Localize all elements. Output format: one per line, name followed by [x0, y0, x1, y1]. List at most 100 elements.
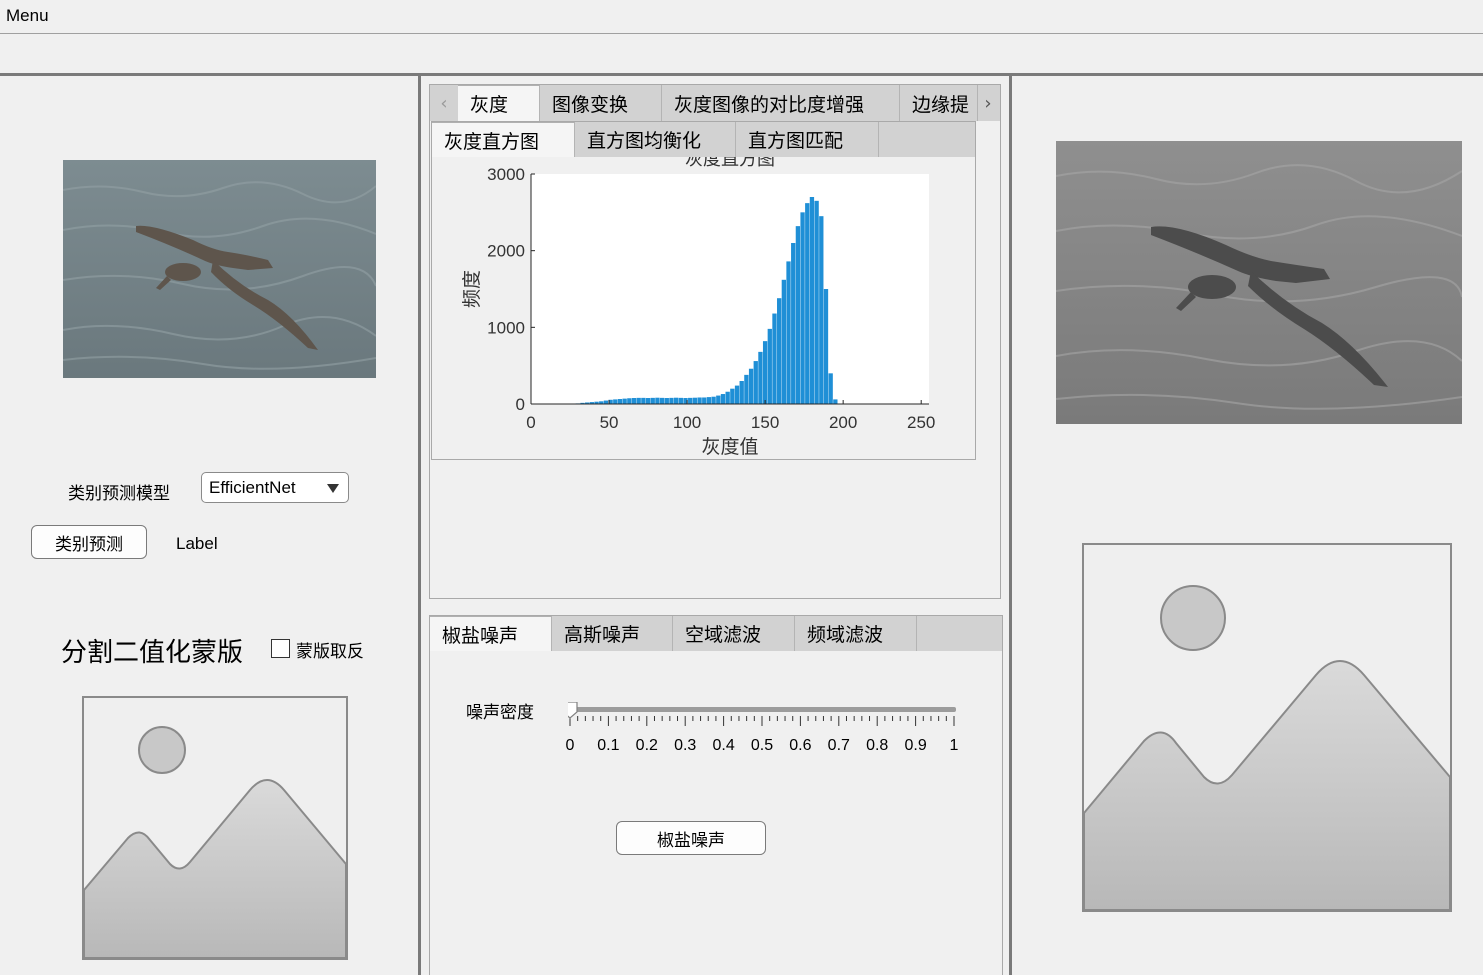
model-select-value: EfficientNet [209, 478, 296, 497]
tab-gray-histogram[interactable]: 灰度直方图 [432, 122, 575, 157]
slider-tick-label: 0.7 [827, 737, 850, 754]
histogram-bar [772, 313, 777, 404]
invert-mask-label: 蒙版取反 [296, 642, 364, 662]
tab-gray[interactable]: 灰度 [458, 85, 540, 121]
histogram-bar [809, 197, 815, 404]
sub-tabstrip: 灰度直方图 直方图均衡化 直方图匹配 [432, 122, 975, 157]
histogram-bar [706, 397, 712, 404]
tab-edge-detect[interactable]: 边缘提 [900, 85, 978, 121]
menu-item[interactable]: Menu [6, 6, 49, 25]
histogram-bar [758, 351, 763, 404]
model-select[interactable]: EfficientNet [201, 472, 349, 503]
slider-tick-label: 0.5 [750, 737, 774, 754]
histogram-bar [659, 397, 665, 404]
tab-contrast-enhance[interactable]: 灰度图像的对比度增强 [662, 85, 900, 121]
noise-density-slider[interactable]: 0 0.1 0.2 0.3 0.4 0.5 0.6 0.7 0.8 0.9 1 [566, 702, 959, 754]
histogram-bar [613, 399, 618, 404]
histogram-bar [650, 397, 655, 404]
tab-edge-detect-label: 边缘提 [912, 93, 970, 116]
x-tick-label: 0 [526, 413, 535, 432]
left-divider [418, 76, 421, 975]
tab-histogram-match[interactable]: 直方图匹配 [736, 122, 879, 157]
histogram-bar [716, 395, 721, 404]
histogram-bar [622, 398, 627, 404]
slider-tick-label: 0.1 [597, 737, 620, 754]
histogram-bar [688, 397, 693, 404]
histogram-bar [823, 289, 829, 404]
model-label: 类别预测模型 [68, 484, 170, 504]
histogram-bar [603, 400, 609, 404]
histogram-bar [702, 397, 707, 404]
histogram-bar [580, 402, 585, 404]
histogram-bar [678, 397, 683, 404]
histogram-bar [655, 397, 660, 404]
tab-salt-pepper[interactable]: 椒盐噪声 [430, 616, 552, 651]
histogram-panel: 灰度直方图 直方图均衡化 直方图匹配 0 50 100 150 200 250 0 1000 2… [431, 121, 976, 460]
histogram-bar [786, 261, 791, 404]
tab-spatial-filter-label: 空域滤波 [685, 624, 762, 646]
tab-frequency-filter[interactable]: 频域滤波 [795, 616, 917, 651]
histogram-bar [720, 394, 726, 404]
y-tick-label: 2000 [487, 242, 525, 261]
tab-spatial-filter[interactable]: 空域滤波 [673, 616, 795, 651]
triangle-down-icon [327, 484, 339, 493]
histogram-bar [585, 402, 590, 404]
histogram-bar [748, 368, 754, 404]
histogram-bar [599, 401, 604, 404]
slider-tick-label: 0.4 [712, 737, 735, 754]
histogram-bar [631, 398, 637, 404]
histogram-bar [833, 399, 838, 404]
histogram-chart: 0 50 100 150 200 250 0 1000 2000 3000 灰度直方图 灰度值 频… [461, 157, 935, 458]
slider-tick-label: 0.8 [866, 737, 889, 754]
tab-histogram-equalize-label: 直方图均衡化 [587, 130, 702, 152]
mask-title: 分割二值化蒙版 [61, 638, 244, 668]
y-axis-label: 频度 [461, 270, 483, 308]
noise-tabstrip: 椒盐噪声 高斯噪声 空域滤波 频域滤波 [430, 616, 1002, 651]
right-divider [1009, 76, 1012, 975]
x-tick-label: 150 [751, 413, 779, 432]
top-divider [0, 73, 1483, 76]
top-tabstrip: ‹ 灰度 图像变换 灰度图像的对比度增强 边缘提 › [430, 85, 1000, 121]
tab-gaussian-noise[interactable]: 高斯噪声 [552, 616, 673, 651]
histogram-bar [795, 226, 801, 404]
image-placeholder-icon [82, 696, 348, 960]
histogram-bar [767, 328, 772, 404]
y-tick-label: 1000 [487, 318, 525, 337]
histogram-bar [673, 397, 679, 404]
tab-histogram-equalize[interactable]: 直方图均衡化 [575, 122, 736, 157]
salt-pepper-button[interactable]: 椒盐噪声 [616, 821, 766, 855]
chevron-left-icon[interactable]: ‹ [440, 92, 448, 114]
tab-gray-histogram-label: 灰度直方图 [444, 130, 540, 153]
tab-image-transform-label: 图像变换 [552, 93, 629, 116]
tab-image-transform[interactable]: 图像变换 [540, 85, 662, 121]
histogram-bar [805, 203, 810, 404]
histogram-bar [730, 388, 735, 404]
slider-thumb[interactable] [568, 702, 578, 719]
histogram-bar [711, 396, 716, 404]
histogram-bar [636, 397, 641, 404]
histogram-bar [594, 401, 599, 404]
slider-tick-label: 1 [949, 737, 959, 754]
histogram-bar [669, 397, 674, 404]
histogram-bar [697, 397, 702, 404]
noise-density-label: 噪声密度 [466, 703, 534, 723]
tab-frequency-filter-label: 频域滤波 [807, 624, 884, 646]
invert-mask-checkbox[interactable] [271, 639, 290, 658]
histogram-bar [734, 385, 740, 404]
tab-salt-pepper-label: 椒盐噪声 [442, 624, 519, 647]
x-tick-label: 250 [907, 413, 935, 432]
histogram-bar [814, 200, 819, 404]
tab-contrast-enhance-label: 灰度图像的对比度增强 [674, 93, 865, 116]
histogram-bar [739, 381, 744, 404]
input-image [63, 160, 376, 378]
x-axis-label: 灰度值 [701, 436, 758, 458]
predict-button[interactable]: 类别预测 [31, 525, 147, 559]
slider-track [570, 707, 956, 712]
histogram-bar [692, 397, 698, 404]
chart-title: 灰度直方图 [685, 157, 775, 170]
histogram-bar [777, 298, 782, 404]
image-placeholder-icon [1082, 543, 1452, 912]
histogram-bar [645, 398, 651, 404]
histogram-bar [791, 243, 796, 404]
chevron-right-icon[interactable]: › [984, 92, 992, 114]
